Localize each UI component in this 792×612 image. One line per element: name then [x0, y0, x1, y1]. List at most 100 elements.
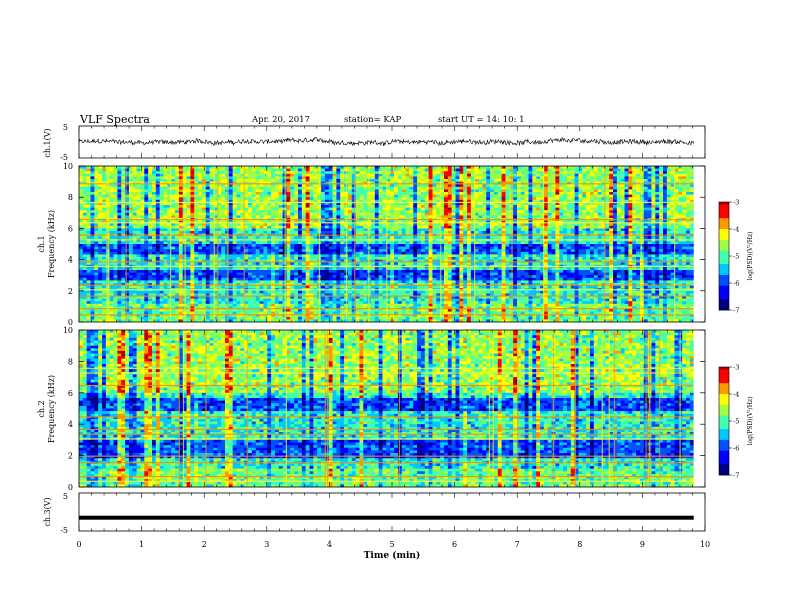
- spec1-cell: [340, 241, 345, 245]
- spec1-cell: [378, 283, 383, 286]
- spec1-cell: [274, 184, 280, 188]
- spec1-cell: [336, 225, 341, 229]
- spec1-cell: [201, 283, 207, 286]
- spec1-cell: [148, 231, 153, 234]
- spec1-cell: [132, 314, 137, 318]
- spec1-cell: [102, 215, 107, 219]
- spec1-cell: [321, 290, 326, 294]
- spec1-cell: [363, 210, 368, 214]
- spec1-cell: [152, 236, 157, 240]
- spec1-cell: [390, 223, 395, 227]
- spec1-cell: [98, 314, 103, 318]
- spec1-cell: [328, 205, 333, 208]
- spec1-cell: [190, 228, 195, 232]
- spec1-cell: [140, 262, 145, 266]
- spec1-cell: [86, 309, 91, 312]
- spec1-cell: [324, 223, 330, 227]
- spec1-cell: [167, 228, 172, 232]
- spec1-cell: [286, 197, 291, 201]
- spec1-cell: [301, 197, 306, 201]
- spec1-cell: [255, 280, 260, 284]
- spec1-cell: [271, 179, 276, 182]
- spec1-cell: [98, 244, 103, 247]
- spec1-cell: [355, 228, 360, 232]
- spec1-cell: [201, 280, 207, 284]
- spec1-cell: [144, 306, 149, 310]
- spec1-cell: [286, 171, 291, 175]
- spec1-cell: [186, 280, 191, 284]
- spec1-cell: [259, 241, 264, 245]
- spec1-cell: [378, 306, 383, 310]
- spec1-cell: [255, 236, 260, 240]
- spec1-cell: [347, 231, 353, 234]
- spec1-cell: [363, 199, 368, 203]
- spec1-cell: [163, 306, 168, 310]
- spec1-cell: [309, 186, 314, 190]
- spec1-cell: [94, 306, 99, 310]
- spec1-cell: [113, 210, 118, 214]
- spec1-cell: [167, 296, 172, 299]
- spec1-cell: [163, 205, 168, 208]
- spec1-cell: [109, 220, 114, 224]
- spec1-cell: [178, 236, 184, 240]
- spec1-cell: [386, 181, 391, 185]
- spec1-cell: [163, 186, 168, 190]
- spec1-cell: [167, 316, 172, 320]
- spec1-cell: [186, 314, 191, 318]
- spec1-cell: [117, 223, 122, 227]
- spec1-cell: [294, 244, 299, 247]
- spec1-cell: [236, 319, 241, 323]
- spec1-cell: [194, 283, 199, 286]
- spec1-cell: [347, 293, 353, 297]
- spec1-cell: [94, 246, 99, 250]
- spec1-cell: [163, 168, 168, 172]
- spec1-cell: [98, 272, 103, 276]
- spec1-cell: [355, 215, 360, 219]
- spec1-cell: [144, 311, 149, 315]
- spec1-cell: [390, 215, 395, 219]
- spec1-cell: [217, 285, 222, 289]
- spec1-cell: [378, 314, 383, 318]
- spec1-cell: [140, 176, 145, 180]
- spec1-cell: [301, 189, 306, 193]
- spec1-cell: [271, 225, 276, 229]
- spec1-cell: [155, 181, 160, 185]
- spec1-cell: [98, 306, 103, 310]
- spec1-cell: [109, 280, 114, 284]
- spec1-cell: [271, 267, 276, 271]
- spec1-cell: [178, 199, 184, 203]
- spec1-cell: [236, 244, 241, 247]
- spec1-cell: [232, 275, 237, 279]
- spec1-cell: [355, 179, 360, 182]
- spec1-cell: [294, 197, 299, 201]
- spec1-cell: [371, 202, 376, 206]
- spec1-cell: [255, 311, 260, 315]
- spec1-cell: [301, 311, 306, 315]
- spec1-cell: [382, 168, 387, 172]
- spec1-cell: [90, 267, 95, 271]
- spec1-cell: [298, 197, 303, 201]
- spec1-cell: [148, 311, 153, 315]
- spec1-cell: [263, 189, 268, 193]
- spec1-cell: [374, 197, 379, 201]
- spec1-cell: [313, 296, 318, 299]
- spec1-cell: [194, 272, 199, 276]
- station-label: station= KAP: [344, 115, 402, 125]
- spec1-cell: [155, 259, 160, 263]
- spec1-cell: [98, 311, 103, 315]
- spec1-cell: [136, 272, 141, 276]
- spec1-cell: [178, 205, 184, 208]
- spec1-cell: [186, 257, 191, 260]
- spec1-cell: [321, 181, 326, 185]
- spec1-cell: [144, 298, 149, 302]
- spec1-cell: [251, 306, 257, 310]
- spec1-cell: [178, 296, 184, 299]
- spec1-cell: [128, 251, 134, 255]
- spec1-cell: [259, 228, 264, 232]
- spec1-cell: [128, 202, 134, 206]
- spec1-cell: [113, 257, 118, 260]
- spec1-cell: [340, 168, 345, 172]
- spec1-cell: [225, 246, 230, 250]
- spec1-cell: [255, 293, 260, 297]
- spec1-cell: [244, 205, 249, 208]
